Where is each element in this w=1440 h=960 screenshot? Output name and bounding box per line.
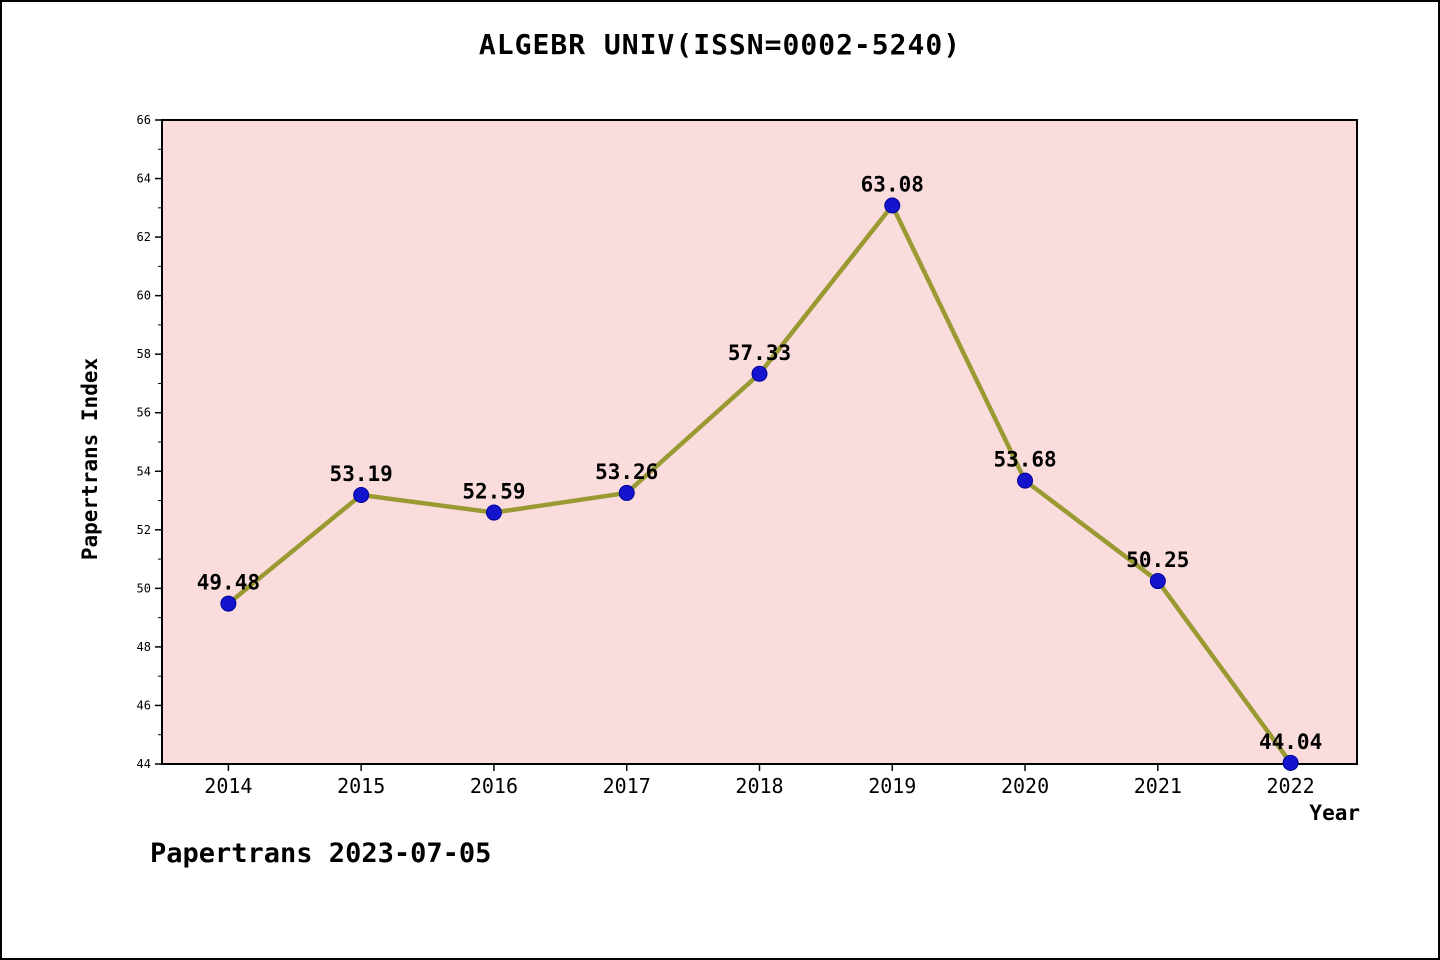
data-label: 53.26 xyxy=(595,460,658,484)
x-tick-label: 2022 xyxy=(1267,774,1315,798)
data-label: 52.59 xyxy=(462,480,525,504)
y-tick-label: 56 xyxy=(137,406,151,420)
y-tick-label: 66 xyxy=(137,113,151,127)
x-tick-label: 2020 xyxy=(1001,774,1049,798)
data-label: 50.25 xyxy=(1126,548,1189,572)
data-point xyxy=(485,504,502,521)
y-tick-label: 62 xyxy=(137,230,151,244)
x-tick-label: 2021 xyxy=(1134,774,1182,798)
y-tick-label: 58 xyxy=(137,347,151,361)
data-label: 53.19 xyxy=(330,462,393,486)
data-point xyxy=(1282,754,1299,771)
y-tick-label: 60 xyxy=(137,289,151,303)
x-tick-label: 2017 xyxy=(603,774,651,798)
x-tick-label: 2019 xyxy=(868,774,916,798)
plot-background xyxy=(161,119,1358,765)
data-point xyxy=(353,486,370,503)
y-tick-label: 48 xyxy=(137,640,151,654)
x-tick-label: 2015 xyxy=(337,774,385,798)
data-label: 53.68 xyxy=(993,448,1056,472)
y-tick-label: 64 xyxy=(137,172,151,186)
y-tick-label: 54 xyxy=(137,464,151,478)
data-label: 63.08 xyxy=(861,172,924,196)
x-tick-label: 2016 xyxy=(470,774,518,798)
footer-text: Papertrans 2023-07-05 xyxy=(150,838,492,869)
data-label: 57.33 xyxy=(728,341,791,365)
y-tick-label: 52 xyxy=(137,523,151,537)
y-tick-label: 46 xyxy=(137,698,151,712)
x-tick-label: 2014 xyxy=(204,774,252,798)
data-point xyxy=(1017,472,1034,489)
data-label: 49.48 xyxy=(197,571,260,595)
data-point xyxy=(618,484,635,501)
chart-title: ALGEBR UNIV(ISSN=0002-5240) xyxy=(478,28,962,61)
x-axis-label: Year xyxy=(1309,801,1360,825)
data-label: 44.04 xyxy=(1259,730,1322,754)
data-point xyxy=(751,365,768,382)
data-point xyxy=(1149,573,1166,590)
data-point xyxy=(220,595,237,612)
y-tick-label: 44 xyxy=(137,757,151,771)
data-point xyxy=(884,197,901,214)
y-tick-label: 50 xyxy=(137,581,151,595)
x-tick-label: 2018 xyxy=(735,774,783,798)
